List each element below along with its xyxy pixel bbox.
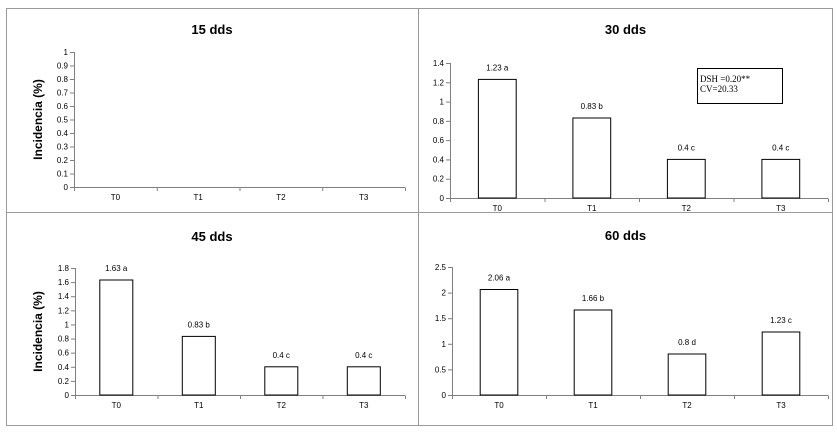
y-tick-label: 1.4 xyxy=(58,292,70,301)
x-tick-label: T0 xyxy=(493,204,503,213)
annotation-line: CV=20.33 xyxy=(700,84,738,94)
bar xyxy=(573,309,613,396)
chart-title: 45 dds xyxy=(191,229,232,244)
y-tick-label: 1.6 xyxy=(58,278,70,287)
x-tick-label: T0 xyxy=(494,401,504,410)
y-tick-label: 0.1 xyxy=(57,170,69,179)
data-label: 0.4 c xyxy=(772,143,789,152)
y-tick-label: 0 xyxy=(442,391,447,400)
bar xyxy=(346,366,381,396)
y-tick-label: 2.5 xyxy=(435,263,447,272)
y-tick-label: 1 xyxy=(65,320,70,329)
x-tick-label: T0 xyxy=(111,193,121,202)
x-tick-label: T1 xyxy=(587,204,597,213)
data-label: 0.4 c xyxy=(273,351,290,360)
chart-title: 30 dds xyxy=(605,22,646,37)
y-tick-label: 1.5 xyxy=(435,314,447,323)
y-tick-label: 0.6 xyxy=(57,102,69,111)
y-tick-label: 0.3 xyxy=(57,143,69,152)
y-tick-label: 0 xyxy=(440,194,445,203)
y-tick-label: 0.5 xyxy=(57,116,69,125)
y-tick-label: 0.2 xyxy=(433,175,445,184)
x-tick-label: T0 xyxy=(112,401,122,410)
y-tick-label: 0.2 xyxy=(58,377,70,386)
y-tick-label: 0.6 xyxy=(58,349,70,358)
y-tick-label: 2 xyxy=(442,289,447,298)
y-tick-label: 0.4 xyxy=(58,363,70,372)
data-label: 0.83 b xyxy=(581,102,604,111)
y-tick-label: 1 xyxy=(440,98,445,107)
y-tick-label: 0.8 xyxy=(58,335,70,344)
bar xyxy=(181,335,216,396)
chart-title: 60 dds xyxy=(605,228,646,243)
y-tick-label: 1 xyxy=(442,340,447,349)
x-tick-label: T3 xyxy=(359,193,369,202)
chart-title: 15 dds xyxy=(191,22,232,37)
x-tick-label: T2 xyxy=(276,193,286,202)
y-tick-label: 1 xyxy=(64,48,69,57)
data-label: 1.23 a xyxy=(486,63,509,72)
y-tick-label: 0.5 xyxy=(435,365,447,374)
bar xyxy=(667,353,707,396)
x-tick-label: T2 xyxy=(277,401,287,410)
y-tick-label: 1.2 xyxy=(58,306,70,315)
x-tick-label: T2 xyxy=(682,401,692,410)
data-label: 1.23 c xyxy=(770,316,792,325)
x-tick-label: T1 xyxy=(588,401,598,410)
chart-panel-3: 45 dds Incidencia (%) 0 0.2 0.4 0.6 0.8 1 1.2 1.4… xyxy=(31,229,406,410)
x-tick-label: T2 xyxy=(682,204,692,213)
x-tick-label: T1 xyxy=(194,401,204,410)
figure-frame xyxy=(6,8,833,426)
y-tick-label: 0.9 xyxy=(57,62,69,71)
annotation-frame xyxy=(697,68,783,104)
bar xyxy=(479,289,519,396)
y-tick-label: 0.4 xyxy=(57,129,69,138)
bar xyxy=(761,158,801,199)
chart-panel-1: 15 dds Incidencia (%) 0 0.1 0.2 0.3 0.4 0.5 0.6 0… xyxy=(31,22,406,202)
bar xyxy=(264,366,299,396)
x-tick-label: T3 xyxy=(776,401,786,410)
x-tick-label: T1 xyxy=(193,193,203,202)
chart-panel-4: 60 dds 0 0.5 1 1.5 2 2.5 T0 2.06 a T1 1.66 b T2 0.8 … xyxy=(435,228,829,410)
y-tick-label: 0.4 xyxy=(433,155,445,164)
bar xyxy=(761,331,801,396)
data-label: 0.8 d xyxy=(678,338,696,347)
data-label: 0.4 c xyxy=(678,143,695,152)
y-axis-label: Incidencia (%) xyxy=(31,79,45,160)
y-tick-label: 0.7 xyxy=(57,89,69,98)
data-label: 2.06 a xyxy=(488,274,511,283)
bar xyxy=(477,78,517,199)
y-tick-label: 0 xyxy=(64,183,69,192)
y-tick-label: 0.8 xyxy=(433,117,445,126)
bar xyxy=(666,158,706,199)
x-tick-label: T3 xyxy=(776,204,786,213)
data-label: 1.63 a xyxy=(105,264,128,273)
y-axis-label: Incidencia (%) xyxy=(31,291,45,372)
chart-panel-2: 30 dds 0 0.2 0.4 0.6 0.8 1 1.2 1.4 T0 1.23 a T1 0.83… xyxy=(433,22,829,213)
y-tick-label: 0.8 xyxy=(57,75,69,84)
bar xyxy=(572,117,612,199)
y-tick-label: 1.2 xyxy=(433,78,445,87)
y-tick-label: 0.6 xyxy=(433,136,445,145)
annotation-box: DSH =0.20**CV=20.33 xyxy=(697,68,783,104)
data-label: 1.66 b xyxy=(582,294,605,303)
y-tick-label: 0.2 xyxy=(57,156,69,165)
y-tick-label: 0 xyxy=(65,391,70,400)
annotation-line: DSH =0.20** xyxy=(700,74,751,84)
data-label: 0.4 c xyxy=(355,351,372,360)
data-label: 0.83 b xyxy=(188,320,211,329)
y-tick-label: 1.8 xyxy=(58,264,70,273)
x-tick-label: T3 xyxy=(359,401,369,410)
y-tick-label: 1.4 xyxy=(433,59,445,68)
bar xyxy=(99,279,134,396)
